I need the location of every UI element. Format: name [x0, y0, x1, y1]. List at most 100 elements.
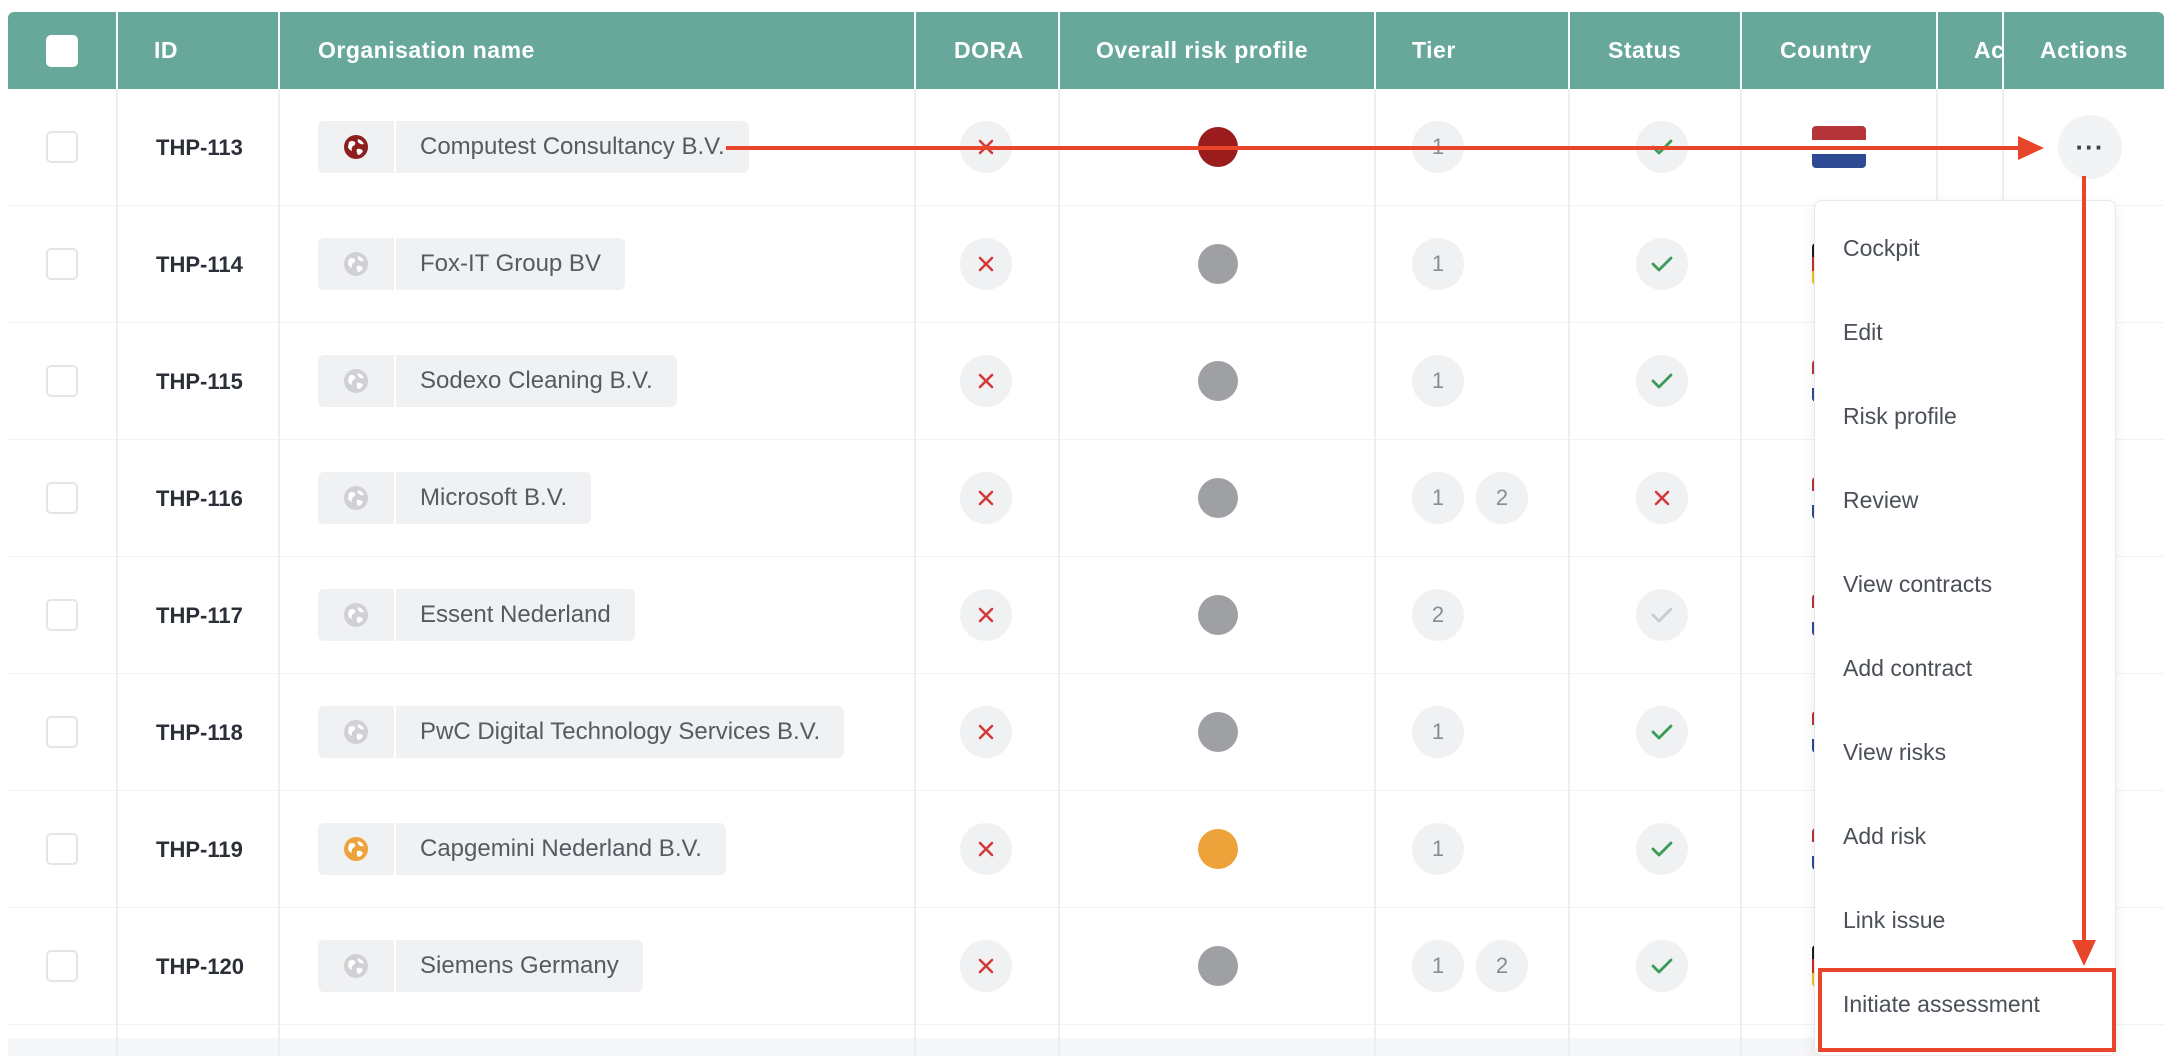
row-separator	[8, 205, 2164, 206]
table-row: THP-118 PwC Digital Technology Services B…	[8, 674, 2164, 791]
table-row: THP-119 Capgemini Nederland B.V. 1	[8, 791, 2164, 908]
menu-item-add-contract[interactable]: Add contract	[1843, 655, 1973, 681]
menu-item-initiate-assessment[interactable]: Initiate assessment	[1843, 991, 2040, 1017]
organisation-name: Computest Consultancy B.V.	[420, 133, 725, 160]
tier-badge: 2	[1476, 472, 1528, 524]
organisation-pill[interactable]: Capgemini Nederland B.V.	[318, 823, 726, 875]
risk-profile-indicator[interactable]	[1198, 127, 1238, 167]
tier-badge: 2	[1476, 940, 1528, 992]
select-all-checkbox[interactable]	[46, 35, 78, 67]
organisation-name: Essent Nederland	[420, 601, 611, 628]
row-separator	[8, 322, 2164, 323]
row-id[interactable]: THP-113	[156, 135, 243, 160]
header-divider	[1058, 12, 1060, 89]
menu-item-add-risk[interactable]: Add risk	[1843, 823, 1927, 849]
status-pending-check-icon	[1636, 589, 1688, 641]
row-actions-more-button[interactable]: ···	[2058, 115, 2122, 179]
dora-no-icon	[960, 823, 1012, 875]
column-header-id[interactable]: ID	[154, 37, 178, 63]
row-checkbox[interactable]	[46, 365, 78, 397]
risk-profile-indicator[interactable]	[1198, 829, 1238, 869]
row-checkbox[interactable]	[46, 833, 78, 865]
status-check-icon	[1636, 706, 1688, 758]
menu-item-view-contracts[interactable]: View contracts	[1843, 571, 1993, 597]
row-id[interactable]: THP-118	[156, 720, 243, 745]
organisation-name: PwC Digital Technology Services B.V.	[420, 718, 821, 745]
column-divider	[278, 12, 280, 1056]
row-id[interactable]: THP-115	[156, 369, 243, 394]
row-separator	[8, 907, 2164, 908]
row-separator	[8, 790, 2164, 791]
tier-badge: 1	[1412, 355, 1464, 407]
tier-badge: 1	[1412, 706, 1464, 758]
menu-item-review[interactable]: Review	[1843, 487, 1919, 513]
column-header-country[interactable]: Country	[1780, 37, 1872, 63]
row-id[interactable]: THP-119	[156, 837, 243, 862]
dora-no-icon	[960, 121, 1012, 173]
column-header-organisation-name[interactable]: Organisation name	[318, 37, 535, 63]
risk-profile-indicator[interactable]	[1198, 244, 1238, 284]
row-checkbox[interactable]	[46, 248, 78, 280]
column-divider	[116, 12, 118, 1056]
organisation-globe-icon	[318, 589, 396, 641]
column-header-ac[interactable]: Ac	[1974, 37, 2005, 63]
tier-badge: 1	[1412, 238, 1464, 290]
row-checkbox[interactable]	[46, 950, 78, 982]
row-checkbox[interactable]	[46, 716, 78, 748]
column-header-dora[interactable]: DORA	[954, 37, 1024, 63]
risk-profile-indicator[interactable]	[1198, 712, 1238, 752]
column-header-status[interactable]: Status	[1608, 37, 1682, 63]
menu-item-cockpit[interactable]: Cockpit	[1843, 235, 1920, 261]
row-id[interactable]: THP-117	[156, 603, 243, 628]
tier-badge: 1	[1412, 823, 1464, 875]
risk-profile-indicator[interactable]	[1198, 946, 1238, 986]
column-header-overall-risk-profile[interactable]: Overall risk profile	[1096, 37, 1308, 63]
organisation-globe-icon	[318, 823, 396, 875]
status-check-icon	[1636, 121, 1688, 173]
status-check-icon	[1636, 238, 1688, 290]
organisation-name: Sodexo Cleaning B.V.	[420, 367, 653, 394]
organisation-globe-icon	[318, 472, 396, 524]
status-check-icon	[1636, 940, 1688, 992]
menu-item-risk-profile[interactable]: Risk profile	[1843, 403, 1957, 429]
organisation-pill[interactable]: Fox-IT Group BV	[318, 238, 625, 290]
dora-no-icon	[960, 472, 1012, 524]
table-row: THP-113 Computest Consultancy B.V. 1 ···	[8, 89, 2164, 206]
organisation-pill[interactable]: Computest Consultancy B.V.	[318, 121, 749, 173]
table-row: THP-117 Essent Nederland 2	[8, 557, 2164, 674]
risk-profile-indicator[interactable]	[1198, 595, 1238, 635]
risk-profile-indicator[interactable]	[1198, 361, 1238, 401]
table-row: THP-116 Microsoft B.V. 1 2	[8, 440, 2164, 557]
country-flag-icon	[1812, 126, 1866, 168]
organisation-pill[interactable]: Sodexo Cleaning B.V.	[318, 355, 677, 407]
header-divider	[914, 12, 916, 89]
risk-profile-indicator[interactable]	[1198, 478, 1238, 518]
header-divider	[278, 12, 280, 89]
row-id[interactable]: THP-114	[156, 252, 243, 277]
status-x-icon	[1636, 472, 1688, 524]
dora-no-icon	[960, 706, 1012, 758]
column-divider	[1058, 12, 1060, 1056]
annotation-highlight-box	[1818, 968, 2116, 1052]
header-divider	[116, 12, 118, 89]
row-separator	[8, 439, 2164, 440]
row-checkbox[interactable]	[46, 482, 78, 514]
menu-item-view-risks[interactable]: View risks	[1843, 739, 1947, 765]
tier-badge: 2	[1412, 589, 1464, 641]
organisation-pill[interactable]: Siemens Germany	[318, 940, 643, 992]
row-id[interactable]: THP-120	[156, 954, 245, 979]
row-checkbox[interactable]	[46, 599, 78, 631]
menu-item-edit[interactable]: Edit	[1843, 319, 1883, 345]
tier-badge: 1	[1412, 940, 1464, 992]
organisation-pill[interactable]: PwC Digital Technology Services B.V.	[318, 706, 845, 758]
organisation-pill[interactable]: Essent Nederland	[318, 589, 635, 641]
menu-item-link-issue[interactable]: Link issue	[1843, 907, 1946, 933]
row-id[interactable]: THP-116	[156, 486, 243, 511]
row-checkbox[interactable]	[46, 131, 78, 163]
row-separator	[8, 556, 2164, 557]
organisation-name: Capgemini Nederland B.V.	[420, 835, 702, 862]
column-header-tier[interactable]: Tier	[1412, 37, 1456, 63]
table-header: ID Organisation name DORA Overall risk p…	[8, 12, 2164, 89]
organisation-pill[interactable]: Microsoft B.V.	[318, 472, 592, 524]
row-separator	[8, 673, 2164, 674]
